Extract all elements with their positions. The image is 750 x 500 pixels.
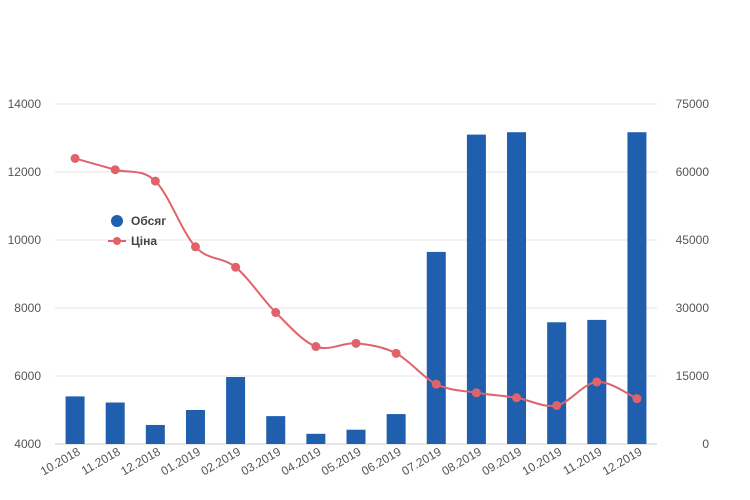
legend-marker-price (113, 237, 121, 245)
price-point (512, 393, 522, 403)
x-axis-tick-label: 07.2019 (399, 444, 444, 478)
volume-bar (386, 414, 406, 444)
price-line (70, 153, 642, 410)
volume-bar (346, 429, 366, 444)
price-point (351, 338, 361, 348)
price-point (431, 379, 441, 389)
right-axis-tick-label: 60000 (676, 165, 710, 179)
x-axis-tick-label: 12.2019 (600, 444, 645, 478)
price-point (391, 348, 401, 358)
volume-bars (65, 132, 647, 444)
left-axis-tick-label: 14000 (8, 97, 42, 111)
price-point (471, 388, 481, 398)
x-axis-tick-label: 05.2019 (319, 444, 364, 478)
x-axis-tick-label: 10.2018 (38, 444, 83, 478)
right-axis-tick-label: 75000 (676, 97, 710, 111)
right-axis-tick-label: 15000 (676, 369, 710, 383)
x-axis-tick-label: 01.2019 (158, 444, 203, 478)
x-axis-tick-label: 11.2018 (79, 444, 123, 478)
price-point (311, 342, 321, 352)
volume-bar (547, 322, 567, 444)
x-axis-tick-label: 06.2019 (359, 444, 404, 478)
right-axis-tick-label: 30000 (676, 301, 710, 315)
volume-bar (266, 416, 286, 444)
legend-label-volume: Обсяг (131, 214, 166, 228)
x-axis-tick-label: 04.2019 (279, 444, 324, 478)
price-point (190, 242, 200, 252)
x-axis-tick-label: 11.2019 (560, 444, 604, 478)
volume-bar (627, 132, 647, 444)
legend-marker-volume (111, 215, 123, 227)
price-point (632, 394, 642, 404)
left-axis-tick-label: 4000 (14, 437, 41, 451)
x-axis-tick-label: 02.2019 (199, 444, 244, 478)
price-point (231, 262, 241, 272)
left-axis-tick-label: 10000 (8, 233, 42, 247)
volume-bar (185, 410, 205, 444)
price-point (70, 153, 80, 163)
volume-bar (507, 132, 527, 444)
right-axis-tick-label: 0 (702, 437, 709, 451)
volume-bar (466, 134, 486, 444)
gridlines (55, 103, 657, 445)
x-axis-tick-label: 10.2019 (520, 444, 565, 478)
left-axis-tick-label: 6000 (14, 369, 41, 383)
legend: Обсяг Ціна (108, 214, 166, 248)
price-point (271, 308, 281, 318)
left-axis-tick-label: 12000 (8, 165, 42, 179)
x-axis-tick-label: 12.2018 (118, 444, 163, 478)
volume-bar (145, 424, 165, 444)
x-axis-tick-label: 09.2019 (479, 444, 524, 478)
volume-bar (426, 251, 446, 444)
price-point (552, 400, 562, 410)
price-point (110, 165, 120, 175)
legend-label-price: Ціна (131, 234, 157, 248)
price-point (592, 377, 602, 387)
right-axis-tick-label: 45000 (676, 233, 710, 247)
price-point (150, 176, 160, 186)
volume-bar (226, 377, 246, 444)
left-axis-tick-label: 8000 (14, 301, 41, 315)
x-axis-tick-label: 03.2019 (239, 444, 284, 478)
volume-bar (65, 396, 85, 444)
volume-bar (105, 402, 125, 444)
volume-bar (306, 433, 326, 444)
x-axis-tick-label: 08.2019 (439, 444, 484, 478)
